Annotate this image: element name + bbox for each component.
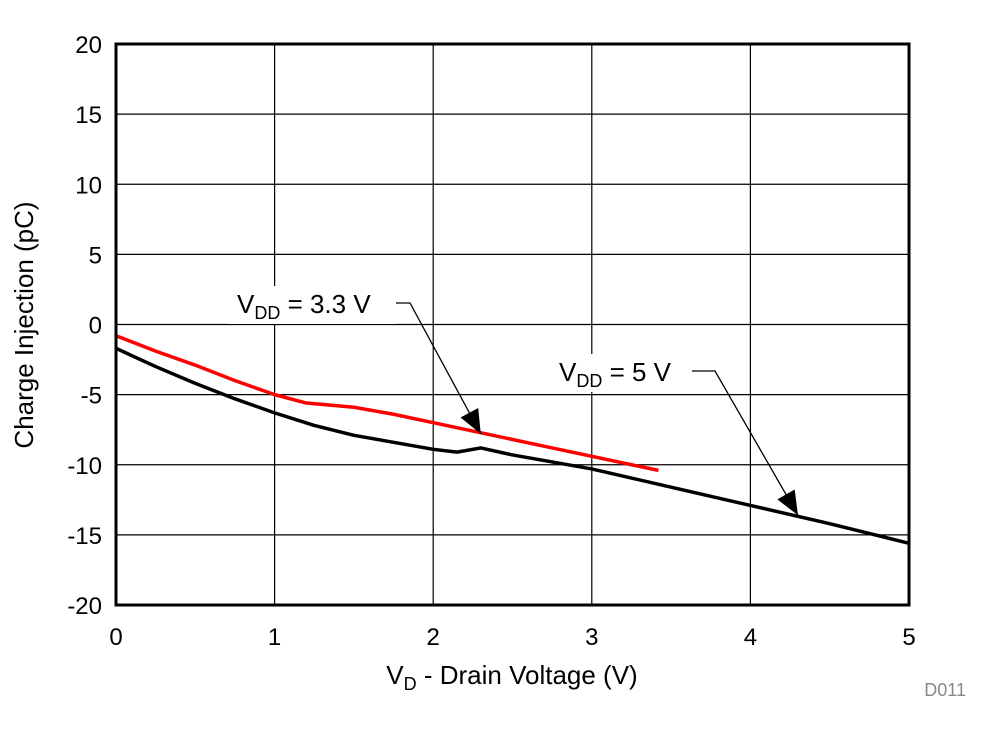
grid bbox=[115, 43, 910, 606]
series-line bbox=[115, 334, 659, 473]
y-tick-label: -10 bbox=[67, 453, 102, 480]
y-tick-label: 0 bbox=[89, 313, 102, 340]
annotations: VDD = 3.3 V VDD = 5 V bbox=[228, 286, 799, 516]
series-lines bbox=[115, 334, 910, 545]
y-tick-label: -5 bbox=[81, 383, 102, 410]
y-tick-label: 5 bbox=[89, 242, 102, 269]
plot-frame bbox=[114, 42, 911, 607]
tick-labels: 0 1 2 3 4 5 20 15 10 5 0 -5 -10 -15 -20 bbox=[67, 32, 915, 651]
y-axis-label: Charge Injection (pC) bbox=[9, 201, 39, 448]
x-tick-label: 0 bbox=[109, 624, 122, 651]
y-tick-label: -20 bbox=[67, 593, 102, 620]
x-axis-label: VD - Drain Voltage (V) bbox=[386, 660, 637, 694]
annotation-arrow-line bbox=[396, 302, 482, 435]
y-tick-label: 15 bbox=[75, 102, 102, 129]
annotation-background bbox=[228, 286, 396, 324]
y-tick-label: -15 bbox=[67, 523, 102, 550]
annotation-label: VDD = 3.3 V bbox=[237, 289, 371, 323]
annotation-label: VDD = 5 V bbox=[559, 357, 672, 391]
x-tick-label: 4 bbox=[744, 624, 757, 651]
figure-id: D011 bbox=[924, 680, 966, 700]
y-tick-label: 20 bbox=[75, 32, 102, 59]
x-tick-label: 1 bbox=[268, 624, 281, 651]
y-tick-label: 10 bbox=[75, 172, 102, 199]
x-tick-label: 2 bbox=[427, 624, 440, 651]
annotation-arrowhead-icon bbox=[460, 408, 481, 434]
annotation-background bbox=[552, 354, 692, 392]
series-line bbox=[115, 346, 910, 545]
x-tick-label: 5 bbox=[902, 624, 915, 651]
annotation-arrowhead-icon bbox=[777, 489, 798, 516]
x-tick-label: 3 bbox=[585, 624, 598, 651]
annotation-arrow-line bbox=[692, 370, 799, 516]
